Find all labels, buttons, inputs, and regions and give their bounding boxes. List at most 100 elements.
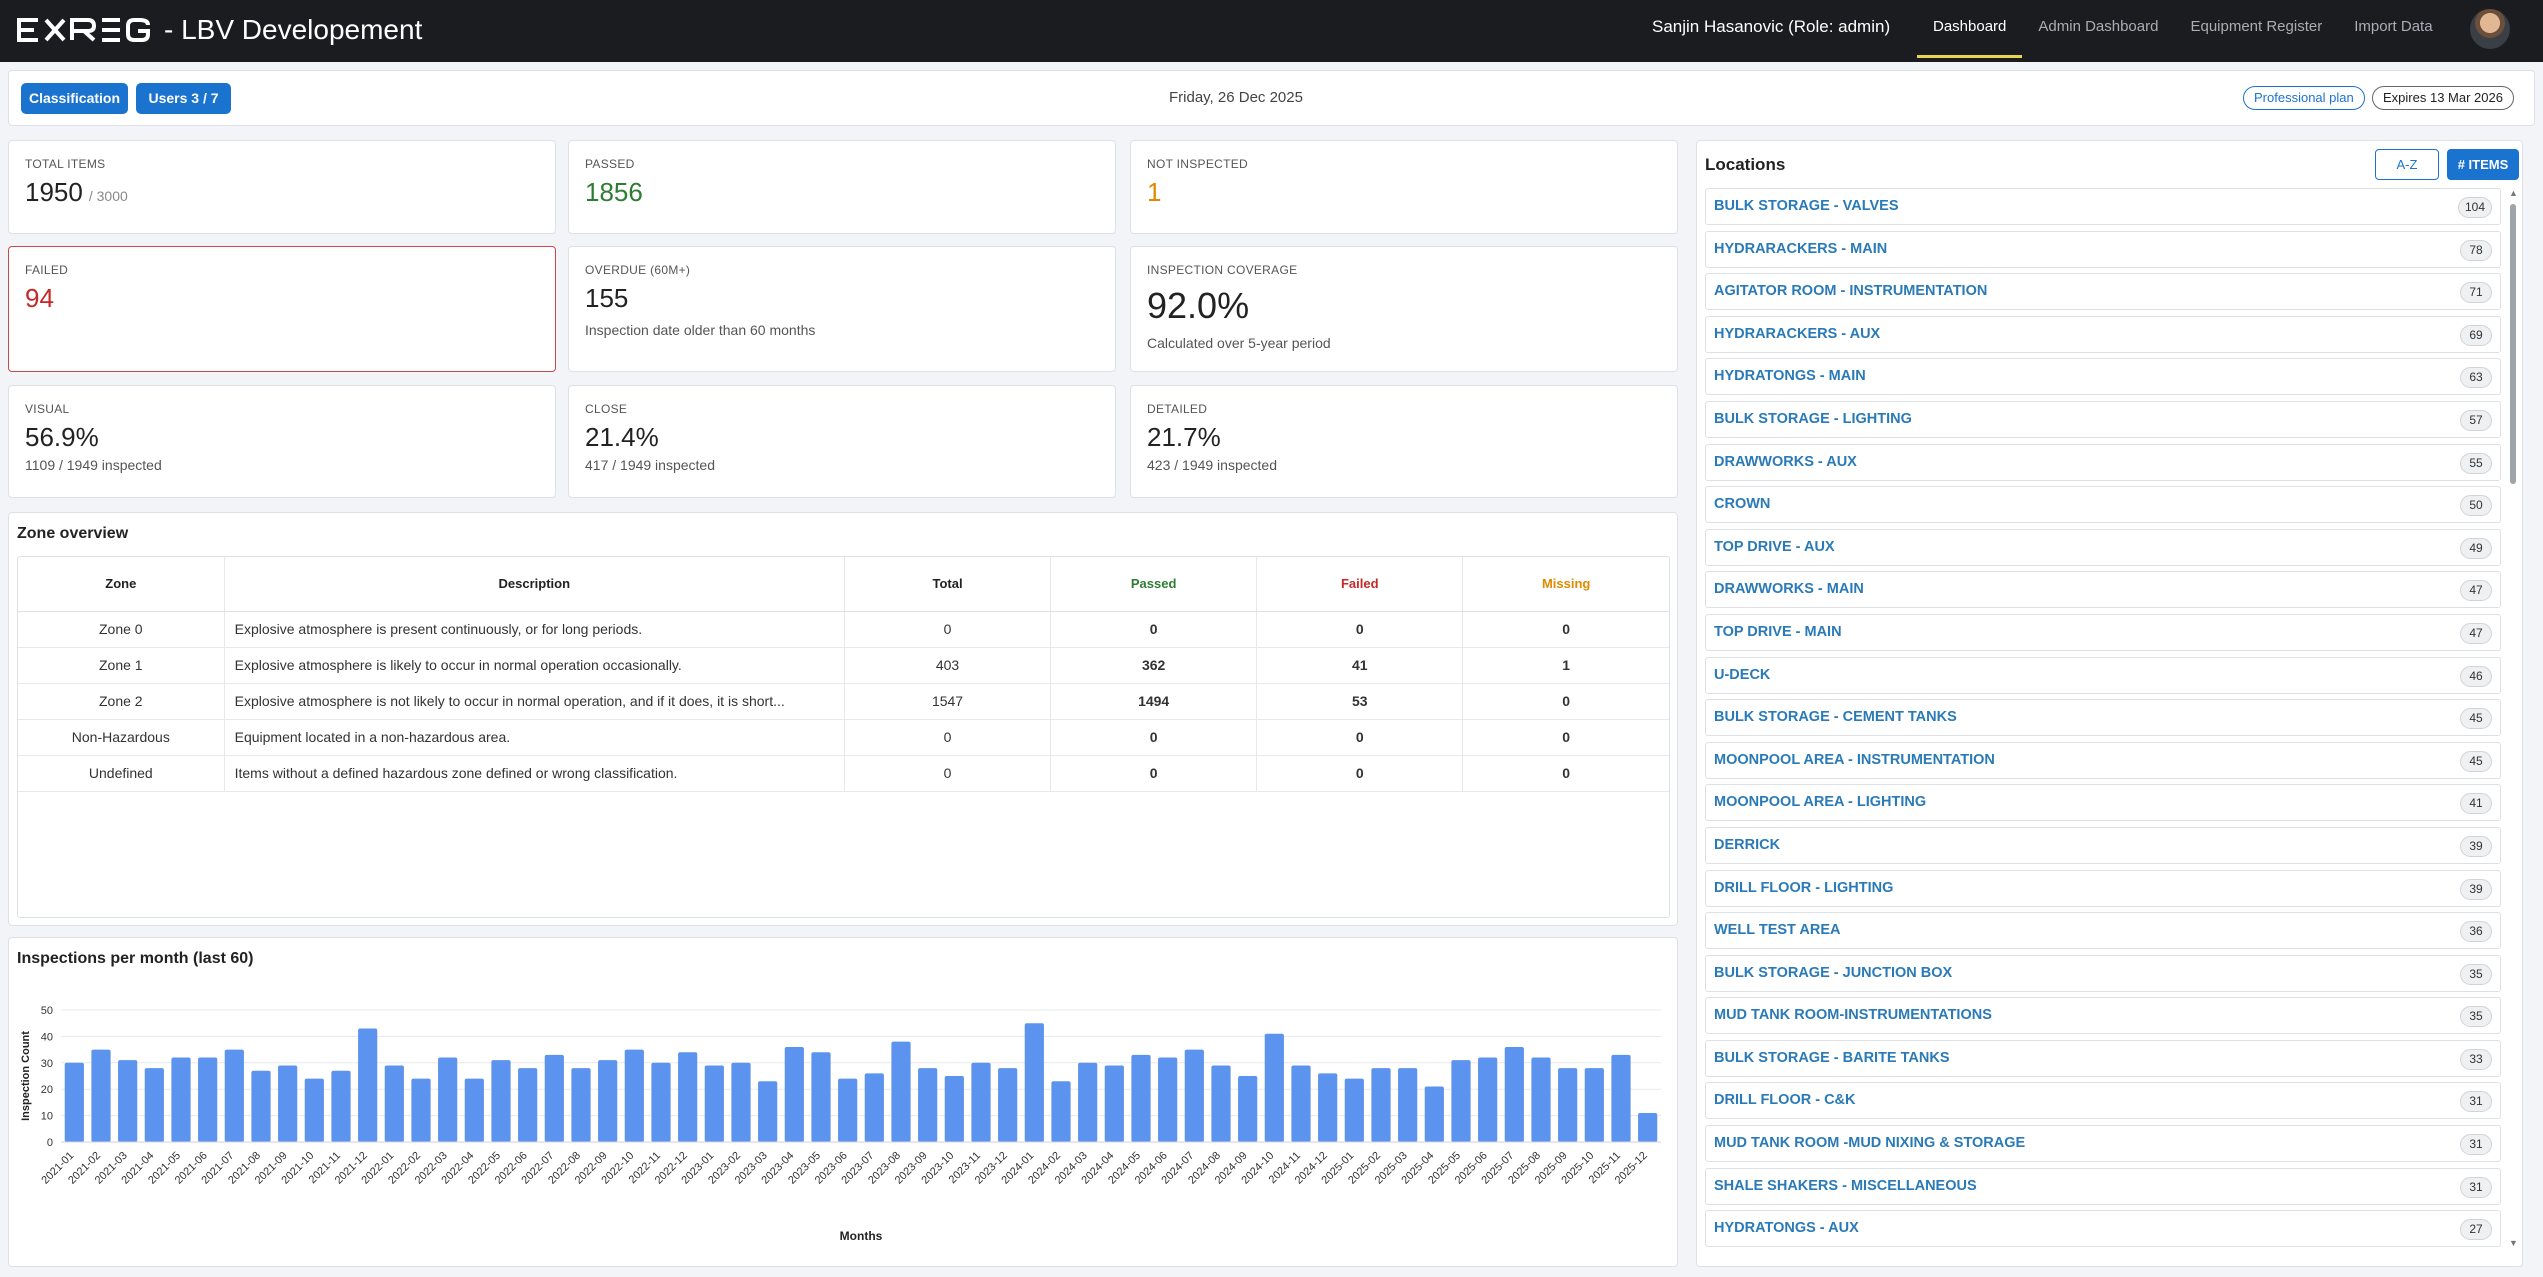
nav-import-data[interactable]: Import Data (2354, 18, 2433, 35)
bar[interactable] (758, 1081, 778, 1142)
bar[interactable] (331, 1070, 351, 1142)
location-name[interactable]: HYDRATONGS - AUX (1714, 1220, 1859, 1237)
location-name[interactable]: BULK STORAGE - VALVES (1714, 198, 1899, 214)
bar[interactable] (1238, 1076, 1258, 1142)
location-name[interactable]: BULK STORAGE - JUNCTION BOX (1714, 964, 1953, 981)
sort-items-button[interactable]: # ITEMS (2447, 149, 2519, 180)
bar[interactable] (224, 1049, 244, 1142)
scroll-thumb[interactable] (2510, 204, 2516, 484)
user-avatar[interactable] (2470, 9, 2510, 49)
location-name[interactable]: WELL TEST AREA (1714, 922, 1841, 939)
bar[interactable] (358, 1028, 378, 1142)
bar[interactable] (1158, 1057, 1178, 1142)
location-name[interactable]: CROWN (1714, 496, 1771, 513)
location-item[interactable]: HYDRATONGS - AUX 27 (1705, 1210, 2501, 1248)
location-item[interactable]: DRAWWORKS - MAIN 47 (1705, 571, 2501, 609)
location-item[interactable]: BULK STORAGE - JUNCTION BOX 35 (1705, 954, 2501, 992)
bar[interactable] (1024, 1023, 1044, 1142)
bar[interactable] (678, 1052, 698, 1142)
col-description[interactable]: Description (223, 557, 845, 612)
location-name[interactable]: U-DECK (1714, 666, 1771, 683)
brand[interactable]: - LBV Developement (16, 10, 422, 50)
location-item[interactable]: DRAWWORKS - AUX 55 (1705, 443, 2501, 481)
bar[interactable] (704, 1065, 724, 1142)
bar[interactable] (464, 1078, 484, 1142)
location-item[interactable]: DERRICK 39 (1705, 826, 2501, 864)
bar[interactable] (64, 1062, 84, 1142)
sort-az-button[interactable]: A-Z (2375, 149, 2439, 180)
location-item[interactable]: BULK STORAGE - CEMENT TANKS 45 (1705, 699, 2501, 737)
location-name[interactable]: DRILL FLOOR - LIGHTING (1714, 879, 1894, 896)
location-name[interactable]: HYDRARACKERS - MAIN (1714, 240, 1888, 257)
bar[interactable] (918, 1068, 938, 1142)
location-item[interactable]: HYDRATONGS - MAIN 63 (1705, 358, 2501, 396)
location-item[interactable]: AGITATOR ROOM - INSTRUMENTATION 71 (1705, 273, 2501, 311)
location-name[interactable]: TOP DRIVE - AUX (1714, 538, 1835, 555)
location-item[interactable]: SHALE SHAKERS - MISCELLANEOUS 31 (1705, 1167, 2501, 1205)
bar[interactable] (598, 1060, 618, 1142)
location-item[interactable]: TOP DRIVE - MAIN 47 (1705, 613, 2501, 651)
bar[interactable] (1371, 1068, 1391, 1142)
bar[interactable] (864, 1073, 884, 1142)
location-name[interactable]: MOONPOOL AREA - INSTRUMENTATION (1714, 751, 1995, 768)
bar[interactable] (651, 1062, 671, 1142)
col-missing[interactable]: Missing (1462, 557, 1669, 612)
bar[interactable] (944, 1076, 964, 1142)
location-name[interactable]: BULK STORAGE - CEMENT TANKS (1714, 709, 1957, 726)
bar[interactable] (784, 1046, 804, 1142)
scroll-up-icon[interactable]: ▲ (2509, 188, 2518, 198)
bar[interactable] (1611, 1054, 1631, 1142)
bar[interactable] (1131, 1054, 1151, 1142)
location-item[interactable]: CROWN 50 (1705, 486, 2501, 524)
bar[interactable] (1478, 1057, 1498, 1142)
nav-admin-dashboard[interactable]: Admin Dashboard (2038, 18, 2159, 35)
location-name[interactable]: MUD TANK ROOM-INSTRUMENTATIONS (1714, 1007, 1992, 1024)
location-name[interactable]: DRAWWORKS - AUX (1714, 453, 1857, 470)
location-name[interactable]: SHALE SHAKERS - MISCELLANEOUS (1714, 1177, 1977, 1194)
location-name[interactable]: DRAWWORKS - MAIN (1714, 581, 1864, 598)
bar[interactable] (171, 1057, 191, 1142)
location-item[interactable]: HYDRARACKERS - AUX 69 (1705, 315, 2501, 353)
location-item[interactable]: BULK STORAGE - VALVES 104 (1705, 188, 2501, 225)
bar[interactable] (1264, 1033, 1284, 1142)
nav-equipment-register[interactable]: Equipment Register (2190, 18, 2323, 35)
bar[interactable] (144, 1068, 164, 1142)
location-item[interactable]: BULK STORAGE - LIGHTING 57 (1705, 400, 2501, 438)
locations-scrollbar[interactable]: ▲ ▼ (2508, 188, 2518, 1248)
bar[interactable] (1344, 1078, 1364, 1142)
location-name[interactable]: HYDRATONGS - MAIN (1714, 368, 1866, 385)
bar[interactable] (1558, 1068, 1578, 1142)
col-passed[interactable]: Passed (1050, 557, 1257, 612)
location-name[interactable]: BULK STORAGE - BARITE TANKS (1714, 1049, 1950, 1066)
bar[interactable] (518, 1068, 538, 1142)
location-item[interactable]: HYDRARACKERS - MAIN 78 (1705, 230, 2501, 268)
bar[interactable] (1398, 1068, 1418, 1142)
location-item[interactable]: DRILL FLOOR - C&K 31 (1705, 1082, 2501, 1120)
location-name[interactable]: DERRICK (1714, 836, 1781, 853)
bar[interactable] (278, 1065, 298, 1142)
location-name[interactable]: MUD TANK ROOM -MUD NIXING & STORAGE (1714, 1135, 2026, 1152)
location-item[interactable]: U-DECK 46 (1705, 656, 2501, 694)
bar[interactable] (1318, 1073, 1338, 1142)
bar[interactable] (1291, 1065, 1311, 1142)
location-name[interactable]: BULK STORAGE - LIGHTING (1714, 410, 1912, 427)
bar[interactable] (491, 1060, 511, 1142)
bar[interactable] (811, 1052, 831, 1142)
location-item[interactable]: MUD TANK ROOM-INSTRUMENTATIONS 35 (1705, 997, 2501, 1035)
location-item[interactable]: MOONPOOL AREA - INSTRUMENTATION 45 (1705, 741, 2501, 779)
bar[interactable] (1638, 1112, 1658, 1142)
bar[interactable] (998, 1068, 1018, 1142)
bar[interactable] (1078, 1062, 1098, 1142)
bar[interactable] (438, 1057, 458, 1142)
bar[interactable] (118, 1060, 138, 1142)
location-name[interactable]: MOONPOOL AREA - LIGHTING (1714, 794, 1927, 811)
bar[interactable] (571, 1068, 591, 1142)
bar[interactable] (891, 1041, 911, 1142)
location-name[interactable]: HYDRARACKERS - AUX (1714, 325, 1881, 342)
location-item[interactable]: TOP DRIVE - AUX 49 (1705, 528, 2501, 566)
location-item[interactable]: MOONPOOL AREA - LIGHTING 41 (1705, 784, 2501, 822)
scroll-down-icon[interactable]: ▼ (2509, 1238, 2518, 1248)
bar[interactable] (1531, 1057, 1551, 1142)
location-name[interactable]: DRILL FLOOR - C&K (1714, 1092, 1856, 1109)
bar[interactable] (411, 1078, 431, 1142)
